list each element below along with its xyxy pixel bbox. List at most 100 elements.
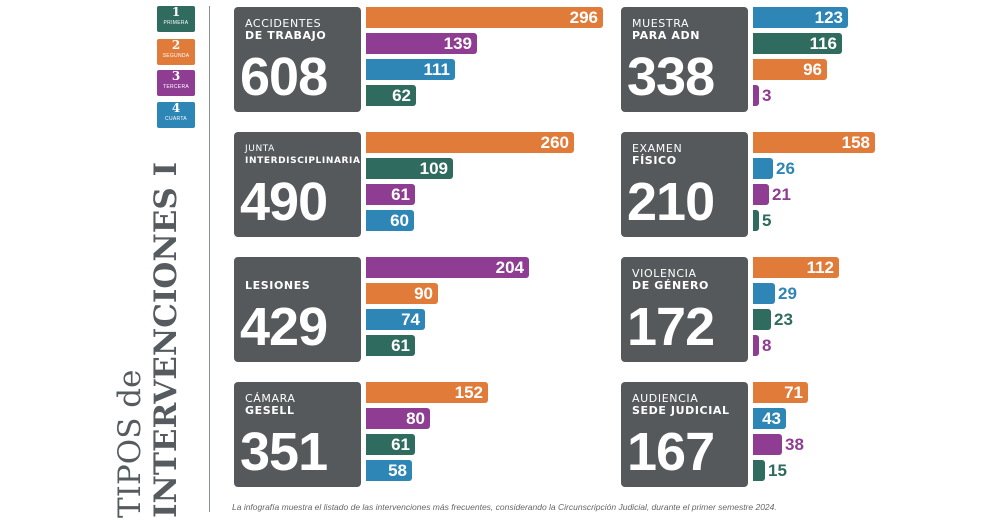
card-examen-fisico: EXAMEN FÍSICO 210 [621,132,748,237]
bar-value-label: 204 [495,258,524,277]
card-total: 608 [240,47,328,107]
bar-camara-gesell-cuarta: 58 [366,460,412,481]
bar-value-label: 296 [569,8,598,27]
card-label-line1: AUDIENCIA [632,392,699,405]
card-label-line1: VIOLENCIA [632,267,697,280]
bar-value-label: 111 [423,60,451,79]
bar-audiencia-sede-judicial-tercera: 38 [753,434,804,455]
bar-value-label: 62 [392,86,411,105]
card-label-line2: FÍSICO [632,154,677,167]
bar-value-label: 158 [841,133,870,152]
title-line-2: INTERVENCIONES I [148,161,184,518]
bar-value-label: 61 [391,336,410,355]
card-label-line2: SEDE JUDICIAL [632,404,730,417]
footnote: La infografía muestra el listado de las … [232,502,777,512]
bar-muestra-para-adn-tercera: 3 [753,85,771,106]
bar-examen-fisico-cuarta: 26 [753,158,795,179]
bar-value-label: 5 [762,211,772,230]
card-lesiones: LESIONES 429 [234,257,361,362]
bar-junta-interdisciplinaria-tercera: 61 [366,184,415,205]
bar-lesiones-tercera: 204 [366,257,529,278]
card-violencia-de-genero: VIOLENCIA DE GÉNERO 172 [621,257,748,362]
card-total: 338 [627,47,715,107]
bar-junta-interdisciplinaria-segunda: 260 [366,132,574,153]
bar-value-label: 38 [785,435,804,454]
bar-violencia-de-genero-tercera: 8 [753,335,771,356]
bar-value-label: 71 [784,383,803,402]
card-label-line1: JUNTA [245,144,275,154]
bar-camara-gesell-tercera: 80 [366,408,430,429]
card-muestra-para-adn: MUESTRA PARA ADN 338 [621,7,748,112]
bar-examen-fisico-segunda: 158 [753,132,875,153]
bar-value-label: 15 [768,461,787,480]
bar-violencia-de-genero-segunda: 112 [753,257,839,278]
card-camara-gesell: CÁMARA GESELL 351 [234,382,361,487]
bar-camara-gesell-segunda: 152 [366,382,488,403]
card-label-line2: INTERDISCIPLINARIA [245,156,361,166]
legend-number: 1 [171,5,181,19]
card-total: 172 [627,297,715,357]
bar-camara-gesell-primera: 61 [366,434,415,455]
bar-value-label: 139 [443,34,472,53]
bar-value-label: 8 [762,336,772,355]
bar-value-label: 74 [401,310,420,329]
bar-value-label: 29 [778,284,797,303]
legend-label: TERCERA [163,84,189,90]
card-junta-interdisciplinaria: JUNTA INTERDISCIPLINARIA 490 [234,132,361,237]
bar-audiencia-sede-judicial-primera: 15 [753,460,787,481]
card-label-line1: ACCIDENTES [245,17,322,30]
bar-examen-fisico-primera: 5 [753,210,771,231]
legend-item-tercera: 3 TERCERA [157,70,195,96]
bar-value-label: 80 [406,409,425,428]
legend-label: SEGUNDA [162,53,190,59]
legend-label: CUARTA [165,116,187,122]
bar-lesiones-primera: 61 [366,335,415,356]
bar-value-label: 61 [391,185,410,204]
divider [209,6,210,512]
card-accidentes-de-trabajo: ACCIDENTES DE TRABAJO 608 [234,7,361,112]
card-label-line2: GESELL [245,404,295,417]
card-label-line2: LESIONES [245,279,311,292]
bar-muestra-para-adn-primera: 116 [753,33,842,54]
bar-examen-fisico-tercera: 21 [753,184,791,205]
bar-value-label: 61 [391,435,410,454]
bar-junta-interdisciplinaria-cuarta: 60 [366,210,414,231]
legend-number: 2 [171,38,181,52]
bar-value-label: 116 [809,34,837,53]
legend-item-segunda: 2 SEGUNDA [157,39,195,65]
legend-number: 3 [171,69,181,83]
legend-item-primera: 1 PRIMERA [157,6,195,32]
bar-value-label: 23 [774,310,793,329]
bar-accidentes-de-trabajo-cuarta: 111 [366,59,455,80]
bar-value-label: 112 [806,258,834,277]
bar-lesiones-segunda: 90 [366,283,438,304]
card-label-line1: CÁMARA [245,392,296,405]
bar-violencia-de-genero-cuarta: 29 [753,283,797,304]
bar-violencia-de-genero-primera: 23 [753,309,793,330]
page-title: TIPOS de INTERVENCIONES I [112,162,184,518]
card-label-line2: DE TRABAJO [245,29,327,42]
bar-lesiones-cuarta: 74 [366,309,425,330]
bar-value-label: 21 [772,185,791,204]
bar-value-label: 3 [762,86,772,105]
card-total: 210 [627,172,715,232]
legend-item-cuarta: 4 CUARTA [157,102,195,128]
card-audiencia-sede-judicial: AUDIENCIA SEDE JUDICIAL 167 [621,382,748,487]
card-label-line1: EXAMEN [632,142,683,155]
bar-value-label: 58 [388,461,407,480]
bar-accidentes-de-trabajo-tercera: 139 [366,33,477,54]
bar-accidentes-de-trabajo-primera: 62 [366,85,416,106]
bar-value-label: 60 [390,211,409,230]
bar-audiencia-sede-judicial-segunda: 71 [753,382,808,403]
bar-value-label: 123 [814,8,843,27]
bar-muestra-para-adn-segunda: 96 [753,59,827,80]
bar-value-label: 260 [540,133,569,152]
bar-value-label: 90 [414,284,433,303]
bar-value-label: 43 [762,409,781,428]
bar-value-label: 152 [454,383,483,402]
bar-value-label: 109 [419,159,448,178]
bar-junta-interdisciplinaria-primera: 109 [366,158,453,179]
card-label-line2: DE GÉNERO [632,279,709,292]
card-label-line2: PARA ADN [632,29,701,42]
